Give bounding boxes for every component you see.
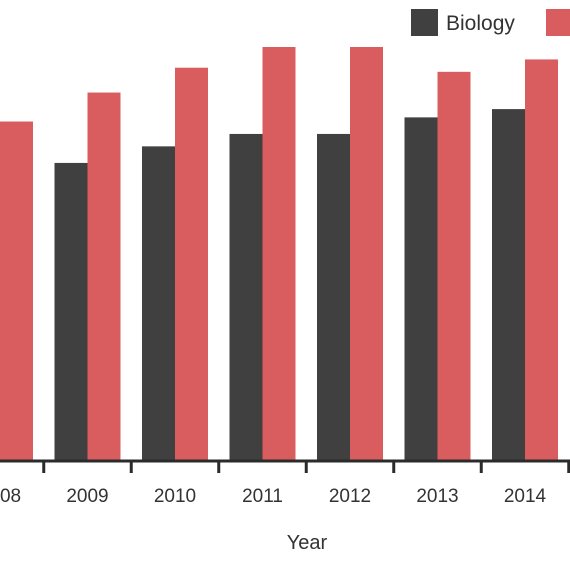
bar-series-2-2012 — [350, 47, 383, 461]
bar-series-2-2011 — [262, 47, 296, 461]
bar-biology-2009 — [54, 162, 88, 462]
x-axis-title: Year — [287, 532, 328, 554]
legend-swatch-series-2 — [546, 9, 570, 36]
legend-label-biology: Biology — [446, 12, 515, 35]
x-ticks-group — [42, 461, 570, 473]
bar-series-2-2014 — [525, 59, 558, 462]
x-tick-label-2010: 2010 — [154, 486, 196, 507]
bar-series-2-2013 — [437, 71, 471, 461]
bar-series-2-2010 — [175, 67, 208, 461]
legend-swatch-biology — [411, 9, 438, 36]
bar-series-2-2009 — [87, 92, 121, 461]
x-tick-labels-group: 2008 2009 2010 2011 2012 2013 2014 — [0, 486, 547, 507]
bar-biology-2010 — [142, 146, 175, 462]
x-tick-label-2011: 2011 — [242, 486, 283, 507]
bar-biology-2013 — [404, 117, 438, 461]
bar-biology-2012 — [317, 133, 350, 461]
bars-group — [0, 47, 558, 462]
x-tick-label-2013: 2013 — [416, 486, 458, 507]
x-tick-label-2008: 2008 — [0, 486, 21, 507]
bar-series-2-2008 — [0, 121, 33, 462]
x-tick-label-2009: 2009 — [66, 486, 108, 507]
bar-biology-2014 — [492, 109, 525, 461]
legend: Biology — [411, 9, 570, 36]
x-tick-label-2014: 2014 — [504, 486, 547, 507]
x-tick-label-2012: 2012 — [329, 486, 371, 507]
bar-biology-2011 — [229, 133, 263, 461]
